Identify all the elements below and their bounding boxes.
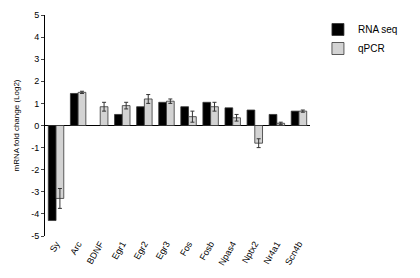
svg-text:RNA seq: RNA seq [358,24,397,35]
svg-text:Npas4: Npas4 [217,240,239,268]
svg-text:Egr3: Egr3 [154,240,172,261]
svg-text:Arc: Arc [68,239,84,256]
svg-text:Egr2: Egr2 [132,240,150,261]
svg-text:Nr4a1: Nr4a1 [262,240,283,266]
svg-text:4: 4 [34,32,39,42]
svg-text:-2: -2 [31,165,39,175]
svg-text:BDNF: BDNF [85,239,106,266]
svg-text:qPCR: qPCR [358,43,385,54]
svg-text:0: 0 [34,121,39,131]
svg-text:Nptx2: Nptx2 [240,240,260,265]
svg-text:Egr1: Egr1 [110,240,128,261]
svg-text:Fos: Fos [178,239,194,257]
svg-text:3: 3 [34,54,39,64]
svg-text:1: 1 [34,99,39,109]
svg-text:-4: -4 [31,209,39,219]
svg-text:mRNA fold change (Log2): mRNA fold change (Log2) [12,79,21,171]
svg-text:-3: -3 [31,187,39,197]
svg-text:5: 5 [34,10,39,20]
svg-text:-1: -1 [31,143,39,153]
svg-text:2: 2 [34,76,39,86]
svg-text:Sy: Sy [48,239,62,254]
svg-text:-5: -5 [31,231,39,241]
svg-text:Fosb: Fosb [198,240,217,262]
svg-text:Scn4b: Scn4b [283,240,304,267]
